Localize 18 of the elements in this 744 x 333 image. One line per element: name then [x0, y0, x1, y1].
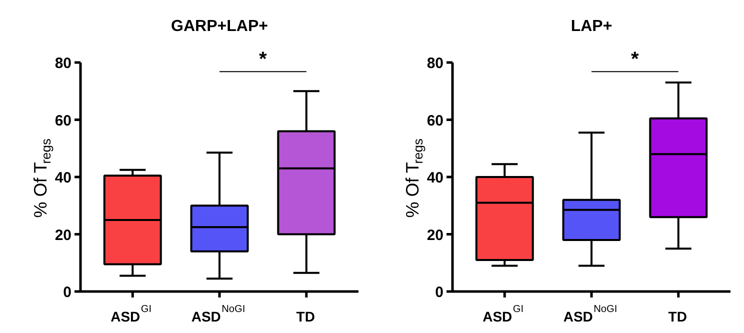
- y-tick-label: 60: [426, 112, 444, 130]
- y-tick-label: 20: [426, 226, 444, 244]
- annotation: *: [259, 48, 268, 71]
- y-tick-label: 0: [63, 284, 72, 301]
- y-axis-title: % Of Tregs: [402, 138, 426, 218]
- y-tick-label: 60: [54, 112, 72, 130]
- y-tick-label: 40: [426, 170, 444, 186]
- y-tick-label: 40: [54, 170, 72, 186]
- y-tick-label: 0: [435, 284, 444, 301]
- chart-title: GARP+LAP+: [171, 18, 268, 35]
- y-tick-label: 80: [54, 55, 72, 72]
- x-tick-label: TD: [296, 308, 315, 324]
- chart-title: LAP+: [570, 18, 612, 35]
- annotation: *: [631, 48, 640, 71]
- y-tick-label: 80: [426, 55, 444, 72]
- y-axis-title: % Of Tregs: [30, 138, 54, 218]
- x-tick-label: TD: [668, 308, 687, 324]
- y-tick-label: 20: [54, 226, 72, 244]
